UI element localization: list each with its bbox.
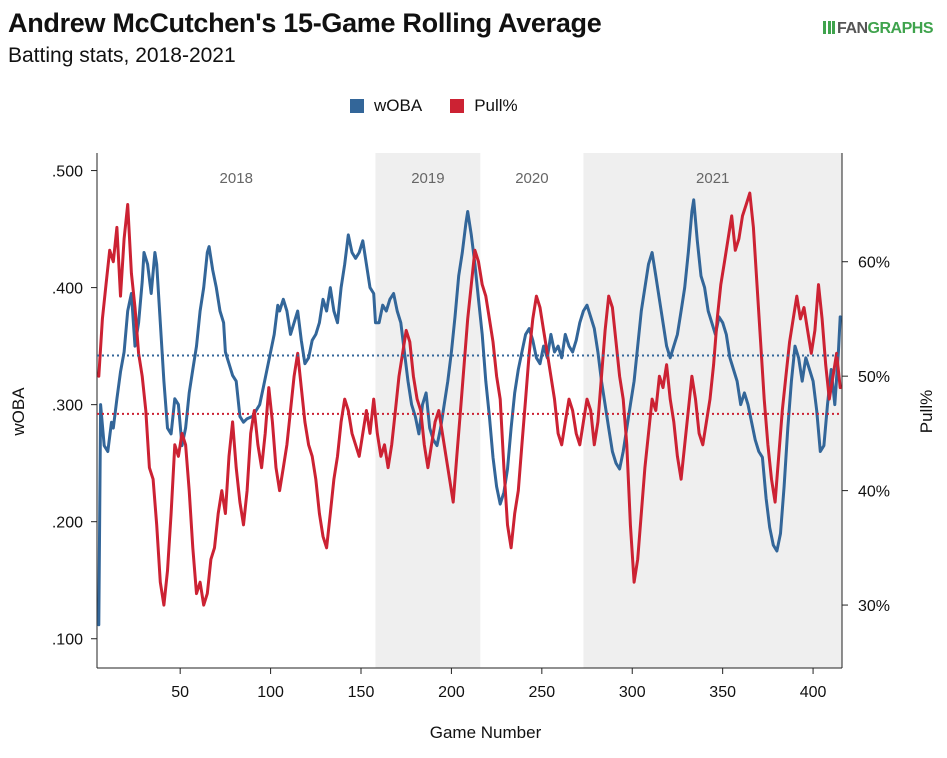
y-left-tick-label: .300 <box>52 398 83 415</box>
brand-fan-text: FAN <box>837 20 868 37</box>
y-left-tick-label: .400 <box>52 281 83 298</box>
legend-swatch-woba <box>350 99 364 113</box>
y-right-tick-label: 60% <box>858 255 890 272</box>
season-band-2021 <box>583 153 842 668</box>
y-left-tick-label: .500 <box>52 164 83 181</box>
y-right-tick-label: 30% <box>858 598 890 615</box>
y-axis-right-title: Pull% <box>917 390 936 433</box>
y-left-tick-label: .200 <box>52 515 83 532</box>
legend-label-pull: Pull% <box>474 96 518 115</box>
season-label-2019: 2019 <box>411 170 444 187</box>
legend-swatch-pull <box>450 99 465 113</box>
x-tick-label: 100 <box>257 684 284 701</box>
season-label-2018: 2018 <box>220 170 253 187</box>
fangraphs-brand[interactable]: FANGRAPHS <box>823 20 934 38</box>
x-tick-label: 50 <box>171 684 189 701</box>
brand-graphs-text: GRAPHS <box>867 20 934 37</box>
legend-item-woba[interactable]: wOBA <box>350 96 422 116</box>
y-right-tick-label: 40% <box>858 484 890 501</box>
y-right-tick-label: 50% <box>858 369 890 386</box>
x-tick-label: 400 <box>800 684 827 701</box>
x-axis-title: Game Number <box>430 723 542 742</box>
chart-title: Andrew McCutchen's 15-Game Rolling Avera… <box>8 8 602 38</box>
legend-label-woba: wOBA <box>374 96 423 115</box>
season-label-2020: 2020 <box>515 170 548 187</box>
x-tick-label: 200 <box>438 684 465 701</box>
legend-item-pull[interactable]: Pull% <box>450 96 518 116</box>
y-axis-left-title: wOBA <box>9 387 28 437</box>
x-tick-label: 150 <box>348 684 375 701</box>
x-tick-label: 250 <box>528 684 555 701</box>
x-tick-label: 350 <box>709 684 736 701</box>
y-left-tick-label: .100 <box>52 632 83 649</box>
chart-subtitle: Batting stats, 2018-2021 <box>8 44 236 67</box>
fangraphs-logo-icon <box>823 21 836 34</box>
series-line-pull <box>97 191 842 607</box>
chart-legend: wOBA Pull% <box>350 96 518 116</box>
x-tick-label: 300 <box>619 684 646 701</box>
season-label-2021: 2021 <box>696 170 729 187</box>
